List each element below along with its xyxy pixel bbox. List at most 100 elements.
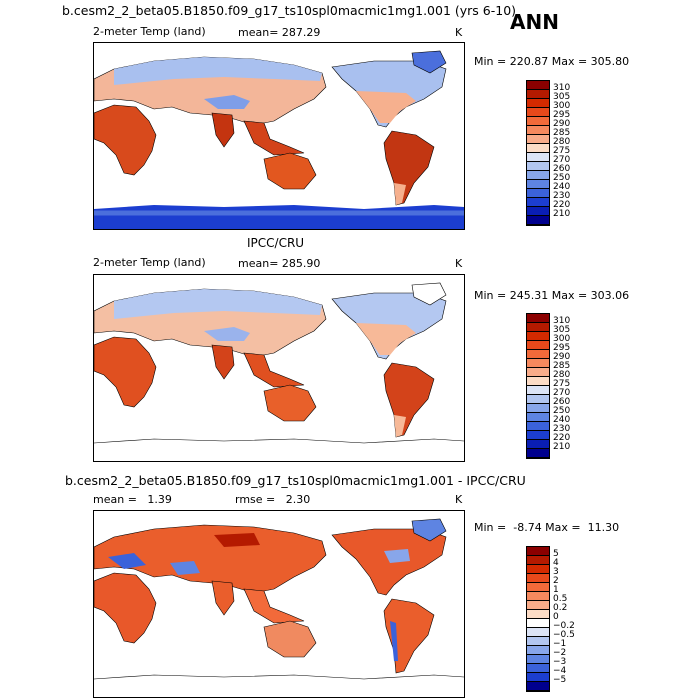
colorbar-tick-label: 220 [553, 200, 571, 210]
colorbar-tick-label: 295 [553, 110, 571, 120]
colorbar-tick-label: 275 [553, 379, 571, 389]
panel1-india [211, 112, 235, 148]
colorbar-tick-label: 230 [553, 191, 571, 201]
colorbar-tick-label: 0.5 [553, 594, 568, 604]
panel1-minmax: Min = 220.87 Max = 305.80 [474, 55, 630, 68]
panel2-greenland [411, 282, 447, 306]
colorbar-tick-label: 295 [553, 343, 571, 353]
colorbar-tick-label: 280 [553, 137, 571, 147]
colorbar-tick-label: 0.2 [553, 603, 568, 613]
colorbar-tick-label: −3 [553, 657, 567, 667]
panel3-na-cold [384, 549, 410, 563]
colorbar-swatch [527, 682, 549, 691]
panel1-africa [94, 104, 157, 176]
colorbar-swatch [527, 198, 549, 207]
colorbar-swatch [527, 350, 549, 359]
colorbar-swatch [527, 189, 549, 198]
panel1-colorbar [526, 80, 550, 226]
colorbar-tick-label: 300 [553, 334, 571, 344]
panel3-colorbar [526, 546, 550, 692]
panel1-units: K [455, 26, 463, 39]
colorbar-swatch [527, 413, 549, 422]
colorbar-tick-label: 305 [553, 92, 571, 102]
panel2-india [211, 344, 235, 380]
colorbar-tick-label: 1 [553, 585, 559, 595]
colorbar-tick-label: 270 [553, 388, 571, 398]
colorbar-tick-label: 275 [553, 146, 571, 156]
panel2-tibet [204, 327, 250, 341]
panel3-minmax: Min = -8.74 Max = 11.30 [474, 521, 620, 534]
colorbar-tick-label: 310 [553, 316, 571, 326]
colorbar-swatch [527, 673, 549, 682]
panel2-south-america [383, 362, 435, 438]
colorbar-swatch [527, 207, 549, 216]
colorbar-swatch [527, 135, 549, 144]
colorbar-swatch [527, 583, 549, 592]
colorbar-swatch [527, 81, 549, 90]
colorbar-swatch [527, 108, 549, 117]
colorbar-tick-label: 240 [553, 182, 571, 192]
colorbar-swatch [527, 377, 549, 386]
colorbar-tick-label: −5 [553, 675, 567, 685]
colorbar-tick-label: 260 [553, 164, 571, 174]
colorbar-tick-label: −2 [553, 648, 567, 658]
colorbar-tick-label: 305 [553, 325, 571, 335]
colorbar-tick-label: 290 [553, 119, 571, 129]
panel1-map-svg [94, 50, 464, 229]
panel2-minmax: Min = 245.31 Max = 303.06 [474, 289, 630, 302]
colorbar-swatch [527, 180, 549, 189]
colorbar-tick-label: −0.2 [553, 621, 575, 631]
colorbar-tick-label: 260 [553, 397, 571, 407]
panel2-map-svg [94, 282, 464, 444]
colorbar-tick-label: 285 [553, 361, 571, 371]
colorbar-swatch [527, 431, 549, 440]
colorbar-swatch [527, 565, 549, 574]
colorbar-swatch [527, 99, 549, 108]
colorbar-tick-label: 250 [553, 406, 571, 416]
colorbar-swatch [527, 386, 549, 395]
panel3-map-svg [94, 518, 464, 680]
colorbar-tick-label: 2 [553, 576, 559, 586]
colorbar-tick-label: 210 [553, 209, 571, 219]
panel3-india [211, 580, 235, 616]
panel3-rmse: rmse = 2.30 [235, 493, 311, 506]
colorbar-swatch [527, 592, 549, 601]
colorbar-swatch [527, 619, 549, 628]
panel1-antarctica [94, 205, 464, 229]
colorbar-tick-label: 0 [553, 612, 559, 622]
panel3-map [93, 510, 465, 698]
colorbar-swatch [527, 341, 549, 350]
panel1-greenland [411, 50, 447, 74]
panel3-andes [390, 621, 398, 661]
colorbar-tick-label: 4 [553, 558, 559, 568]
panel1-australia [263, 152, 317, 190]
panel2-colorbar [526, 313, 550, 459]
colorbar-tick-label: 5 [553, 549, 559, 559]
colorbar-swatch [527, 664, 549, 673]
panel2-africa [94, 336, 157, 408]
colorbar-swatch [527, 449, 549, 458]
panel2-units: K [455, 257, 463, 270]
model-title: b.cesm2_2_beta05.B1850.f09_g17_ts10spl0m… [62, 3, 517, 18]
colorbar-swatch [527, 153, 549, 162]
colorbar-swatch [527, 171, 549, 180]
panel2-australia [263, 384, 317, 422]
panel3-cold-patch-1 [108, 553, 146, 569]
colorbar-tick-label: −1 [553, 639, 567, 649]
panel2-map [93, 274, 465, 462]
panel2-eurasia-north [114, 289, 322, 319]
colorbar-swatch [527, 90, 549, 99]
colorbar-swatch [527, 314, 549, 323]
colorbar-swatch [527, 117, 549, 126]
colorbar-tick-label: 280 [553, 370, 571, 380]
panel3-units: K [455, 493, 463, 506]
panel1-seasia [243, 120, 305, 156]
colorbar-tick-label: 250 [553, 173, 571, 183]
panel2-us [356, 323, 416, 355]
colorbar-swatch [527, 556, 549, 565]
colorbar-swatch [527, 162, 549, 171]
colorbar-tick-label: 240 [553, 415, 571, 425]
colorbar-swatch [527, 610, 549, 619]
panel2-variable: 2-meter Temp (land) [93, 256, 206, 269]
panel1-map [93, 42, 465, 230]
